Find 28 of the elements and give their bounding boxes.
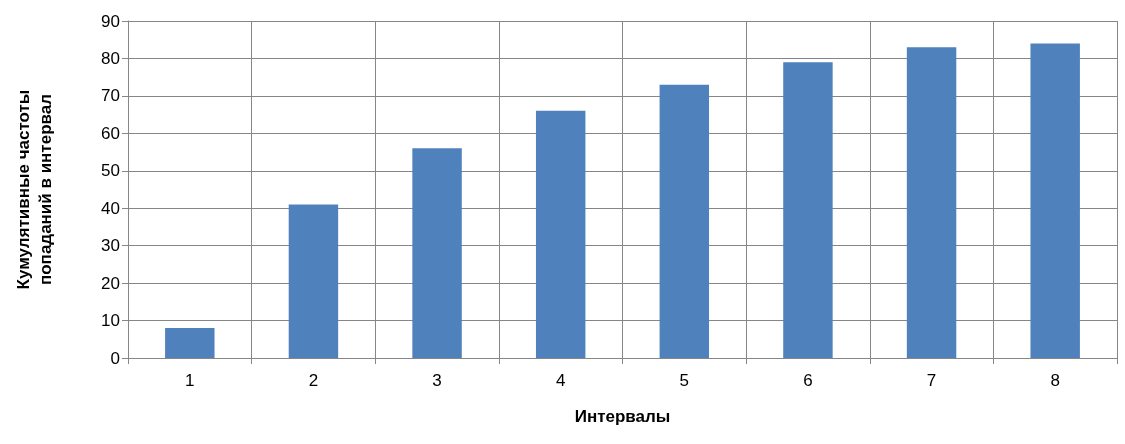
- y-tick-label: 0: [110, 348, 120, 368]
- bar: [535, 110, 586, 358]
- x-axis-title: Интервалы: [574, 407, 671, 426]
- bar: [659, 84, 710, 358]
- y-tick-label: 30: [101, 236, 120, 256]
- x-tick-label: 8: [1050, 371, 1060, 390]
- y-tick-label: 80: [101, 48, 120, 68]
- bar: [288, 204, 339, 358]
- x-tick-label: 7: [926, 371, 937, 390]
- bar: [1030, 43, 1080, 358]
- y-tick-label: 70: [101, 86, 120, 106]
- bar: [412, 148, 462, 358]
- y-tick-label: 60: [101, 123, 120, 143]
- x-tick-label: 3: [432, 371, 442, 390]
- x-tick-label: 4: [555, 371, 566, 390]
- y-tick-label: 20: [101, 273, 120, 293]
- x-tick-label: 6: [803, 371, 813, 390]
- bar: [906, 47, 957, 358]
- x-tick-label: 5: [679, 371, 690, 390]
- x-tick-label: 1: [185, 371, 195, 390]
- y-axis-title: Кумулятивные частоты попаданий в интервал: [13, 89, 55, 290]
- bar: [165, 328, 215, 358]
- y-tick-label: 40: [101, 198, 120, 218]
- y-tick-label: 50: [101, 161, 120, 181]
- bar: [783, 62, 833, 358]
- y-tick-label: 10: [101, 311, 120, 331]
- y-tick-label: 90: [101, 11, 120, 31]
- x-tick-label: 2: [308, 371, 319, 390]
